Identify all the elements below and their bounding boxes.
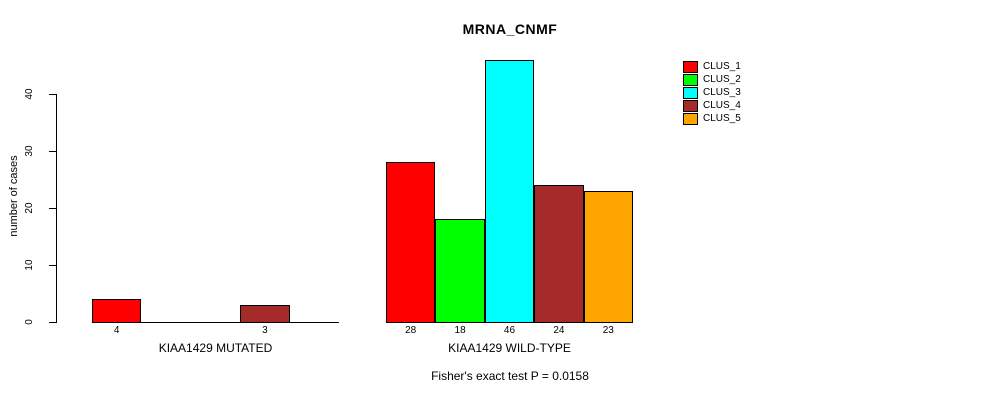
y-axis-label: number of cases bbox=[8, 155, 20, 237]
y-axis-tick bbox=[49, 151, 56, 152]
legend-label: CLUS_4 bbox=[703, 100, 741, 111]
legend-item: CLUS_5 bbox=[683, 112, 741, 125]
y-axis-tick bbox=[49, 322, 56, 323]
bar-value-label: 23 bbox=[602, 325, 614, 336]
legend-item: CLUS_3 bbox=[683, 86, 741, 99]
group-label: KIAA1429 MUTATED bbox=[158, 341, 273, 355]
bar-value-label: 24 bbox=[553, 325, 565, 336]
legend-label: CLUS_2 bbox=[703, 74, 741, 85]
bar-clus_4 bbox=[240, 304, 290, 323]
legend-item: CLUS_4 bbox=[683, 99, 741, 112]
y-axis-tick-label: 20 bbox=[24, 202, 35, 214]
bar-clus_3 bbox=[484, 59, 535, 323]
legend-item: CLUS_1 bbox=[683, 60, 741, 73]
y-axis-tick bbox=[49, 208, 56, 209]
legend-swatch-icon bbox=[683, 60, 698, 73]
legend-item: CLUS_2 bbox=[683, 73, 741, 86]
bar-value-label: 28 bbox=[405, 325, 417, 336]
legend-label: CLUS_1 bbox=[703, 61, 741, 72]
y-axis-tick-label: 10 bbox=[24, 259, 35, 271]
y-axis-tick bbox=[49, 94, 56, 95]
legend-swatch-icon bbox=[683, 86, 698, 99]
y-axis-tick-label: 40 bbox=[24, 88, 35, 100]
fisher-test-footnote: Fisher's exact test P = 0.0158 bbox=[431, 369, 589, 383]
y-axis-line bbox=[56, 94, 57, 323]
bar-value-label: 3 bbox=[262, 325, 268, 336]
legend-swatch-icon bbox=[683, 99, 698, 112]
chart-title: MRNA_CNMF bbox=[462, 21, 558, 37]
y-axis-tick-label: 30 bbox=[24, 145, 35, 157]
legend-label: CLUS_5 bbox=[703, 113, 741, 124]
bar-clus_4 bbox=[534, 185, 584, 323]
group-label: KIAA1429 WILD-TYPE bbox=[448, 341, 571, 355]
bar-clus_2 bbox=[435, 219, 485, 323]
bar-clus_1 bbox=[92, 299, 142, 323]
bar-clus_1 bbox=[386, 162, 436, 323]
bar-value-label: 4 bbox=[113, 325, 120, 336]
legend-label: CLUS_3 bbox=[703, 87, 741, 98]
bar-value-label: 46 bbox=[503, 325, 516, 336]
legend-swatch-icon bbox=[683, 112, 698, 125]
legend-swatch-icon bbox=[683, 73, 698, 86]
y-axis-tick-label: 0 bbox=[24, 319, 35, 325]
bar-clus_5 bbox=[583, 190, 633, 323]
legend: CLUS_1 CLUS_2 CLUS_3 CLUS_4 CLUS_5 bbox=[683, 60, 741, 125]
bar-value-label: 18 bbox=[454, 325, 466, 336]
x-axis-baseline bbox=[92, 322, 339, 323]
y-axis-tick bbox=[49, 265, 56, 266]
